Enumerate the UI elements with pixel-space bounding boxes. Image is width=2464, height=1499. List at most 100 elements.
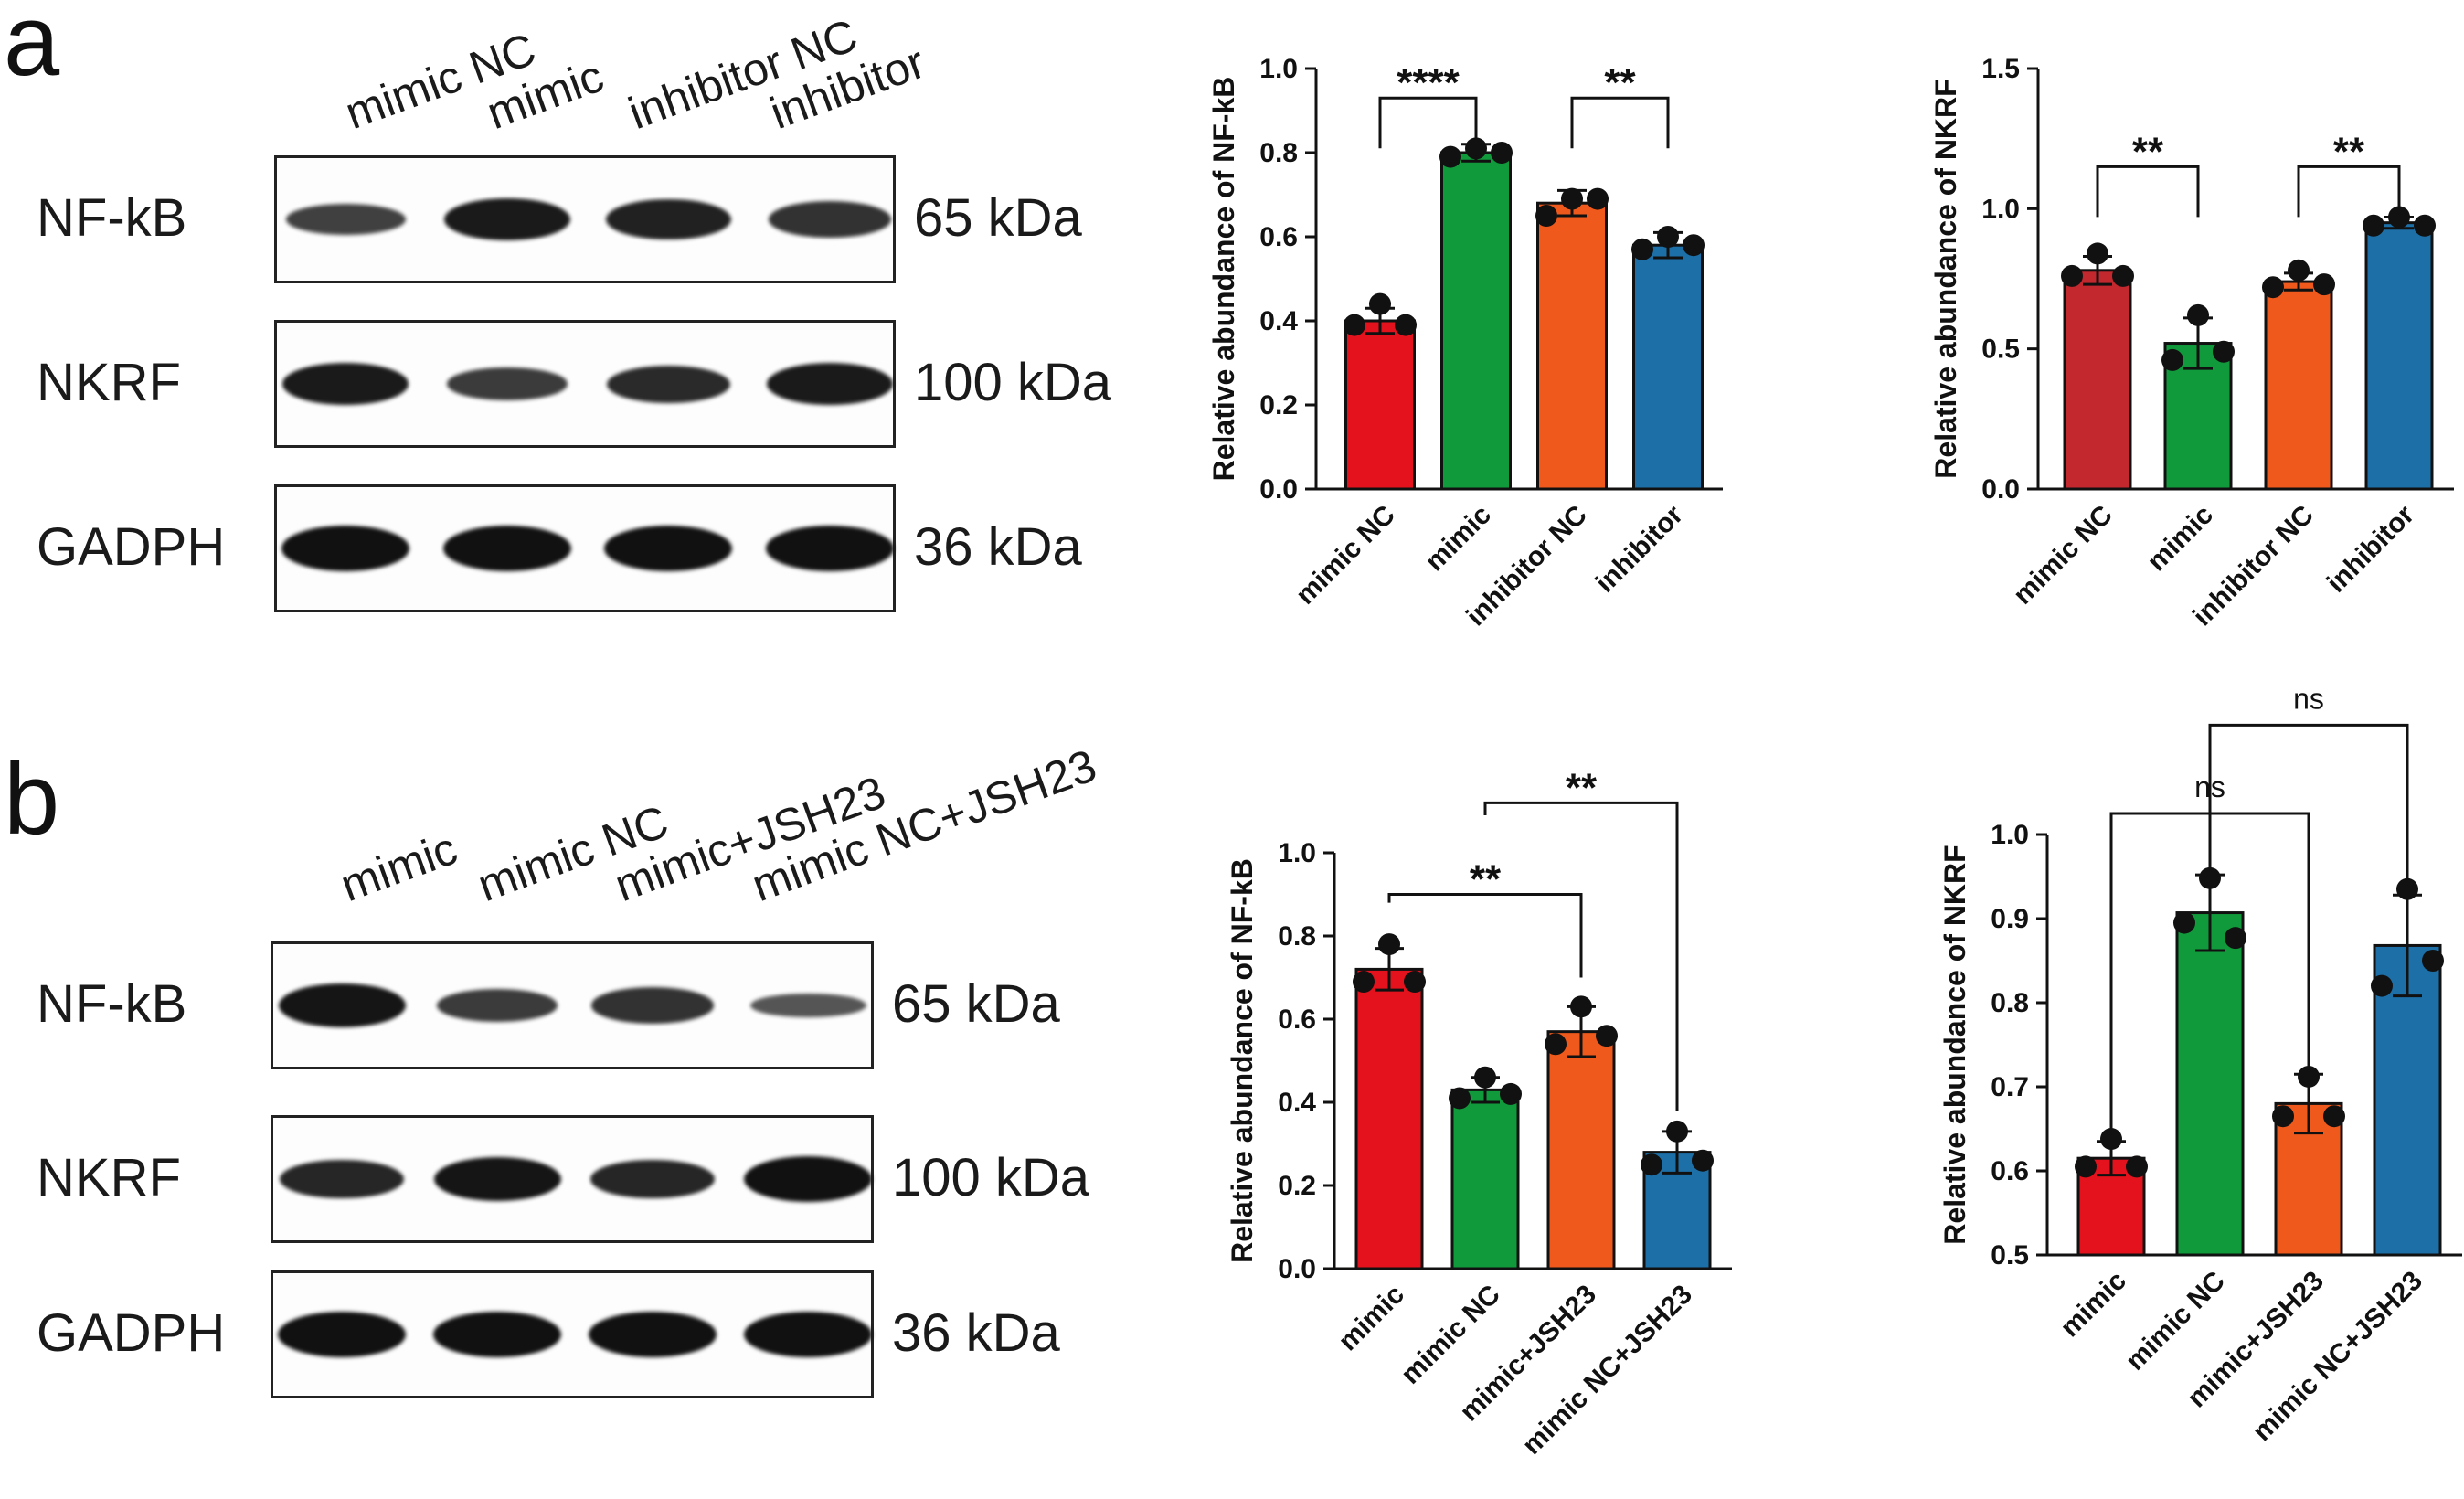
panel-letter-b: b xyxy=(4,750,59,850)
protein-label: NKRF xyxy=(37,1147,181,1208)
y-tick-label: 0.0 xyxy=(1278,1254,1316,1284)
data-point xyxy=(2126,1155,2148,1177)
y-tick-label: 0.8 xyxy=(1278,921,1316,951)
x-tick-label: mimic xyxy=(2141,500,2219,578)
y-axis-label: Relative abundance of NF-kB xyxy=(1207,77,1240,482)
y-tick-label: 0.8 xyxy=(1259,138,1298,168)
significance-bracket xyxy=(2098,166,2198,217)
data-point xyxy=(1596,1025,1618,1047)
data-point xyxy=(1404,971,1426,993)
data-point xyxy=(2100,1128,2122,1150)
data-point xyxy=(2272,1105,2294,1127)
data-point xyxy=(2225,927,2246,949)
y-tick-label: 0.2 xyxy=(1278,1171,1316,1201)
blot-band xyxy=(278,1312,406,1357)
y-tick-label: 0.2 xyxy=(1259,390,1298,420)
x-tick-label: mimic NC xyxy=(1290,500,1401,611)
blot-band xyxy=(766,526,894,571)
bar xyxy=(1442,153,1511,489)
x-tick-label: mimic xyxy=(1419,500,1497,578)
data-point xyxy=(1561,188,1583,210)
bar xyxy=(1538,203,1607,489)
y-tick-label: 1.0 xyxy=(1278,838,1316,868)
blot-band xyxy=(744,1312,872,1357)
data-point xyxy=(1439,146,1461,168)
data-point xyxy=(1570,995,1592,1017)
data-point xyxy=(2422,950,2444,972)
y-tick-label: 1.0 xyxy=(1259,54,1298,84)
significance-bracket xyxy=(1380,98,1476,148)
data-point xyxy=(1666,1121,1688,1143)
bar xyxy=(2177,913,2243,1255)
blot-band xyxy=(447,367,568,400)
data-point xyxy=(1449,1087,1471,1109)
protein-label: NF-kB xyxy=(37,187,186,249)
data-point xyxy=(2288,260,2310,282)
blot-strip xyxy=(274,484,896,612)
y-tick-label: 0.0 xyxy=(1259,474,1298,505)
y-tick-label: 1.5 xyxy=(1981,54,2020,84)
panel-letter-a: a xyxy=(4,0,59,91)
kda-label: 100 kDa xyxy=(892,1147,1089,1208)
blot-band xyxy=(279,983,406,1027)
blot-band xyxy=(444,198,570,240)
data-point xyxy=(1344,314,1365,336)
y-tick-label: 0.8 xyxy=(1991,988,2029,1018)
blot-band xyxy=(286,204,406,235)
data-point xyxy=(1545,1033,1567,1055)
x-tick-label: inhibitor xyxy=(2321,499,2420,598)
x-tick-label: inhibitor xyxy=(1590,499,1689,598)
y-tick-label: 0.5 xyxy=(1981,335,2020,365)
data-point xyxy=(1683,234,1705,256)
blot-band xyxy=(280,1160,404,1199)
blot-band xyxy=(589,1312,717,1357)
chart-b-nkrf: 0.50.60.70.80.91.0Relative abundance of … xyxy=(1901,676,2449,1490)
significance-label: ns xyxy=(2293,682,2324,715)
data-point xyxy=(1395,314,1417,336)
blot-band xyxy=(281,526,409,571)
blot-band xyxy=(282,363,409,405)
chart-a-nfkb: 0.00.20.40.60.81.0Relative abundance of … xyxy=(1188,37,1700,695)
y-axis-label: Relative abundance of NKRF xyxy=(1938,845,1971,1244)
significance-label: ** xyxy=(1604,60,1636,105)
bar xyxy=(1356,969,1422,1269)
bar xyxy=(1634,245,1703,489)
blot-strip xyxy=(271,1270,874,1398)
blot-band xyxy=(433,1312,561,1357)
y-tick-label: 0.4 xyxy=(1259,306,1298,336)
y-tick-label: 0.5 xyxy=(1991,1240,2029,1270)
significance-bracket xyxy=(2299,166,2399,217)
bar xyxy=(2366,223,2432,489)
protein-label: NF-kB xyxy=(37,973,186,1035)
blot-band xyxy=(443,526,571,571)
data-point xyxy=(1378,933,1400,955)
kda-label: 36 kDa xyxy=(914,516,1082,578)
x-tick-label: mimic xyxy=(2055,1266,2132,1344)
kda-label: 100 kDa xyxy=(914,352,1111,413)
significance-label: ** xyxy=(1566,765,1598,810)
y-tick-label: 0.0 xyxy=(1981,474,2020,505)
data-point xyxy=(2371,975,2393,997)
data-point xyxy=(1692,1150,1714,1172)
blot-band xyxy=(606,199,731,240)
data-point xyxy=(2061,265,2083,287)
data-point xyxy=(2161,349,2183,371)
x-tick-label: mimic NC+JSH23 xyxy=(2247,1266,2428,1447)
x-tick-label: mimic NC xyxy=(2008,500,2119,611)
lane-label: mimic xyxy=(334,822,463,912)
significance-bracket xyxy=(1389,895,1581,978)
data-point xyxy=(1491,142,1513,164)
kda-label: 36 kDa xyxy=(892,1302,1060,1364)
data-point xyxy=(1587,188,1609,210)
data-point xyxy=(2313,273,2335,295)
y-tick-label: 0.6 xyxy=(1991,1156,2029,1186)
blot-band xyxy=(437,989,558,1022)
data-point xyxy=(2173,912,2195,934)
data-point xyxy=(1500,1083,1522,1105)
data-point xyxy=(2262,276,2284,298)
data-point xyxy=(1474,1067,1496,1089)
y-tick-label: 0.7 xyxy=(1991,1072,2029,1102)
data-point xyxy=(1369,293,1391,315)
bar xyxy=(1346,321,1415,489)
data-point xyxy=(1353,971,1375,993)
